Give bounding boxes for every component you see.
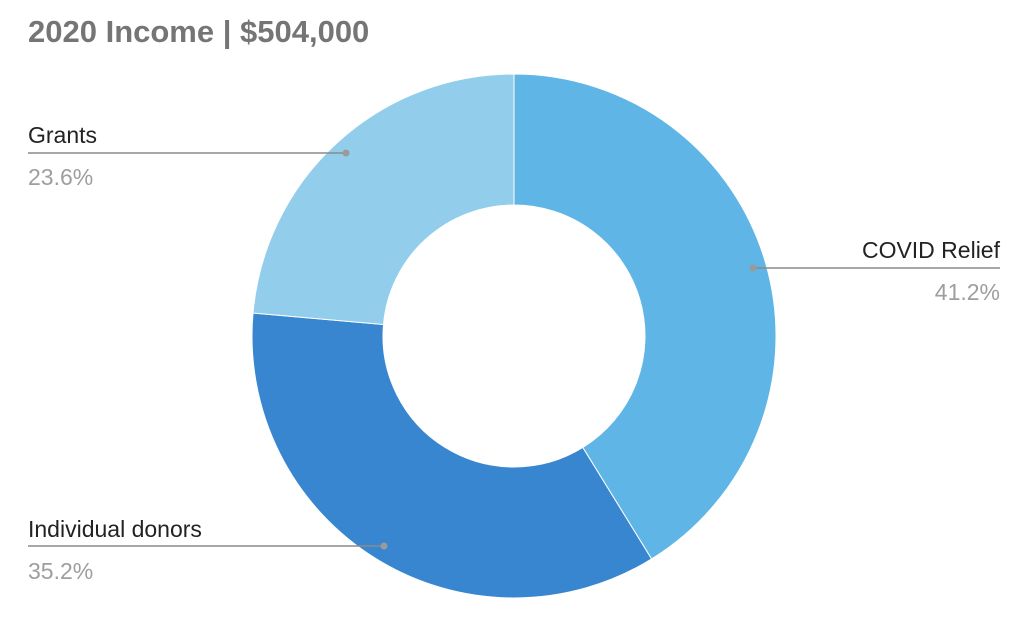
slice-percent-covid-relief: 41.2% (935, 279, 1000, 305)
callouts-layer: COVID Relief 41.2% Individual donors 35.2% G… (28, 122, 1001, 584)
callout-dot-individual-donors (380, 542, 388, 550)
slice-label-covid-relief: COVID Relief (862, 237, 1001, 263)
slice-label-grants: Grants (28, 122, 97, 148)
slice-covid-relief (513, 73, 777, 560)
slice-percent-individual-donors: 35.2% (28, 558, 93, 584)
slices-layer (251, 73, 777, 599)
chart-title: 2020 Income | $504,000 (28, 14, 370, 49)
slice-label-individual-donors: Individual donors (28, 516, 202, 542)
callout-dot-grants (342, 149, 350, 157)
slice-grants (252, 73, 515, 326)
slice-percent-grants: 23.6% (28, 164, 93, 190)
callout-dot-covid-relief (749, 264, 757, 272)
slice-individual-donors (251, 312, 653, 599)
